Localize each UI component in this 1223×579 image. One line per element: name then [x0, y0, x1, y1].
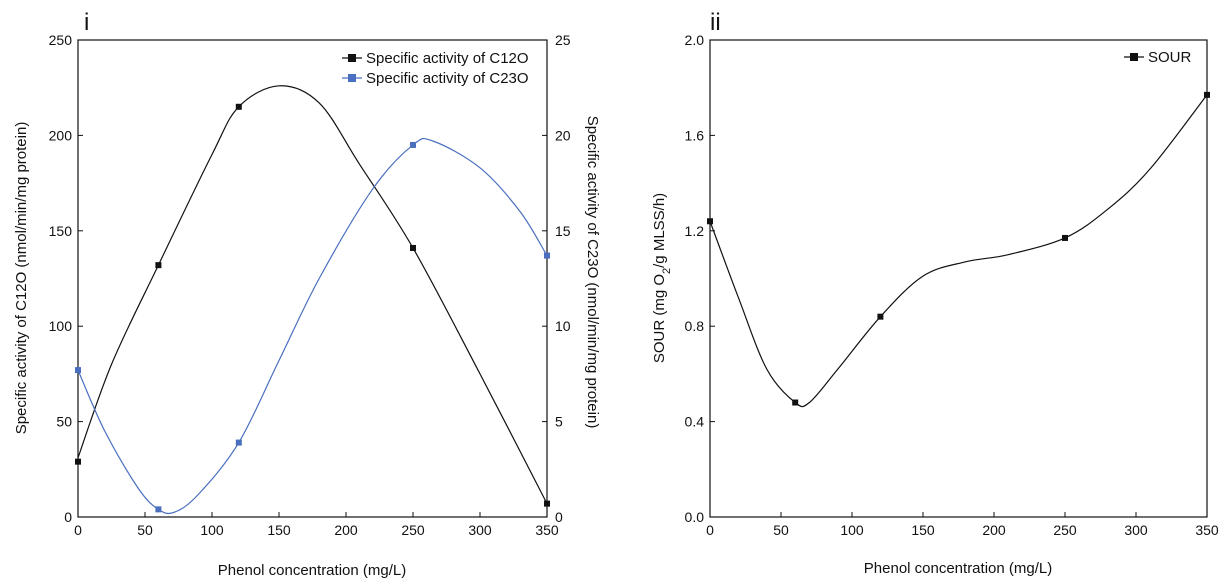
data-point-sour	[792, 399, 799, 406]
y-axis-title-i: Specific activity of C12O (nmol/min/mg p…	[13, 122, 30, 435]
panel-ii: ii 0 50 100 150 200 250 300 350 0.0 0.4 0.8 1.2 1.6…	[651, 9, 1219, 577]
legend-i: Specific activity of C12O Specific activ…	[342, 50, 529, 87]
y-tick-label: 200	[49, 127, 73, 143]
x-tick-label: 0	[706, 522, 714, 538]
series-line-sour	[709, 94, 1208, 408]
panel-label-ii: ii	[710, 9, 721, 36]
panel-i: i 0 50 100 150 200 250 300 350 050100150200250 …	[13, 9, 601, 579]
legend-label-c12o: Specific activity of C12O	[366, 50, 529, 67]
y2-axis-ticks-i: 0 5 10 15 20 25	[542, 32, 571, 525]
data-point-specific-activity-of-c12o	[155, 262, 162, 269]
y-tick-label: 1.6	[685, 127, 705, 143]
x-tick-label: 250	[401, 522, 425, 538]
x-tick-label: 0	[74, 522, 82, 538]
y-axis-title-ii-part1: SOUR (mg O	[651, 274, 668, 363]
y-axis-title-ii: SOUR (mg O2/g MLSS/h)	[651, 193, 673, 363]
data-point-sour	[1062, 234, 1068, 241]
x-tick-label: 150	[267, 522, 291, 538]
x-tick-label: 50	[137, 522, 153, 538]
plot-frame-i	[77, 39, 548, 518]
series-line-specific-activity-of-c23o	[77, 137, 548, 515]
y-tick-label: 0.0	[685, 509, 705, 525]
x-tick-label: 50	[773, 522, 789, 538]
legend-marker-c12o	[348, 54, 356, 62]
data-point-specific-activity-of-c23o	[410, 141, 416, 148]
legend-label-c23o: Specific activity of C23O	[366, 70, 529, 87]
x-tick-label: 150	[911, 522, 935, 538]
x-tick-label: 200	[982, 522, 1006, 538]
x-tick-label: 350	[535, 522, 559, 538]
x-tick-label: 100	[840, 522, 864, 538]
x-axis-ticks-i: 0 50 100 150 200 250 300 350	[74, 512, 559, 538]
data-point-specific-activity-of-c12o	[544, 500, 550, 507]
y-tick-label: 2.0	[685, 32, 705, 48]
y-axis-title-ii-part2: /g MLSS/h)	[651, 193, 668, 268]
series-group-ii	[707, 91, 1210, 408]
y2-tick-label: 25	[555, 32, 571, 48]
legend-marker-c23o	[348, 74, 356, 82]
y-axis-ticks-ii: 0.0 0.4 0.8 1.2 1.6 2.0	[685, 32, 715, 525]
x-axis-ticks-ii: 0 50 100 150 200 250 300 350	[706, 512, 1219, 538]
y-tick-label: 0.8	[685, 318, 705, 334]
y-tick-label: 250	[49, 32, 73, 48]
y2-tick-label: 10	[555, 318, 571, 334]
data-point-sour	[707, 218, 713, 225]
data-point-specific-activity-of-c23o	[155, 506, 162, 513]
panel-label-i: i	[84, 9, 89, 36]
x-tick-label: 250	[1053, 522, 1077, 538]
series-group-i	[75, 85, 550, 515]
y-tick-label: 50	[56, 414, 72, 430]
data-point-specific-activity-of-c23o	[544, 252, 550, 259]
y2-tick-label: 5	[555, 414, 563, 430]
data-point-specific-activity-of-c12o	[235, 103, 242, 110]
y-tick-label: 0	[64, 509, 72, 525]
x-axis-title-ii: Phenol concentration (mg/L)	[864, 560, 1052, 577]
legend-label-sour: SOUR	[1148, 49, 1192, 66]
data-point-specific-activity-of-c12o	[410, 244, 416, 251]
plot-frame-ii	[709, 39, 1208, 518]
legend-ii: SOUR	[1124, 49, 1192, 66]
y2-axis-title-i: Specific activity of C23O (nmol/min/mg p…	[584, 116, 601, 429]
x-tick-label: 300	[468, 522, 492, 538]
y-tick-label: 150	[49, 223, 73, 239]
y-axis-ticks-i: 0 50 100 150 200 250	[49, 32, 83, 525]
y2-tick-label: 0	[555, 509, 563, 525]
data-point-specific-activity-of-c12o	[75, 458, 81, 465]
y-axis-title-ii-subscript: 2	[661, 268, 673, 274]
x-tick-label: 300	[1124, 522, 1148, 538]
x-tick-label: 100	[200, 522, 224, 538]
y2-tick-label: 20	[555, 127, 571, 143]
x-tick-label: 350	[1195, 522, 1219, 538]
data-point-specific-activity-of-c23o	[235, 439, 242, 446]
y-tick-label: 100	[49, 318, 73, 334]
y-tick-label: 0.4	[685, 414, 705, 430]
data-point-sour	[1204, 91, 1210, 98]
y-tick-label: 1.2	[685, 223, 705, 239]
data-point-sour	[877, 313, 884, 320]
x-axis-title-i: Phenol concentration (mg/L)	[218, 562, 406, 579]
series-line-specific-activity-of-c12o	[77, 85, 548, 504]
data-point-specific-activity-of-c23o	[75, 367, 81, 374]
x-tick-label: 200	[334, 522, 358, 538]
legend-marker-sour	[1130, 53, 1138, 61]
y2-tick-label: 15	[555, 223, 571, 239]
